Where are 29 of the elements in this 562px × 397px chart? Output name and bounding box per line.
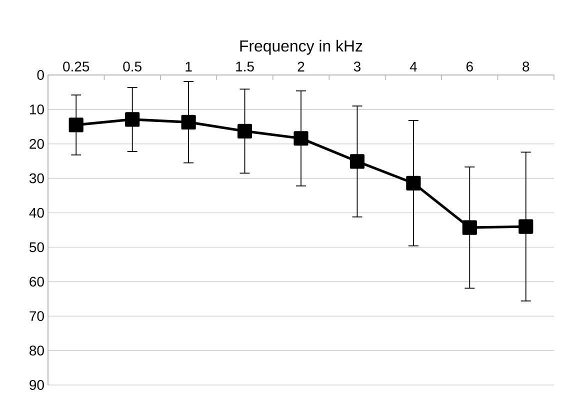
point (237, 124, 252, 138)
y-tick-label: 50 (30, 242, 44, 252)
point (462, 220, 477, 235)
x-tick-label: 2 (298, 62, 304, 72)
y-tick-label: 20 (30, 138, 44, 149)
point (125, 112, 140, 127)
x-tick-label: 1.5 (236, 62, 254, 72)
x-tick-label: 4 (410, 62, 417, 72)
x-tick-label: 0.5 (123, 62, 142, 72)
point (518, 219, 534, 234)
x-tick-label: 8 (522, 62, 530, 72)
x-tick-label: 1 (186, 62, 192, 72)
x-tick-label: 3 (354, 62, 360, 72)
x-tick-label: 6 (466, 62, 473, 72)
point (294, 131, 308, 146)
x-axis-title: Frequency in kHz (240, 40, 362, 55)
y-tick-label: 70 (30, 311, 44, 322)
y-tick-label: 80 (30, 346, 44, 356)
x-tick-label: 0.25 (63, 62, 90, 72)
point (350, 154, 365, 169)
y-tick-label: 60 (30, 276, 44, 287)
y-tick-label: 0 (37, 70, 44, 80)
y-tick-label: 30 (29, 173, 44, 184)
point (406, 176, 421, 190)
y-tick-label: 90 (30, 380, 44, 390)
point (181, 114, 196, 130)
y-tick-label: 10 (30, 104, 44, 114)
point (68, 118, 84, 132)
y-tick-label: 40 (29, 208, 44, 218)
